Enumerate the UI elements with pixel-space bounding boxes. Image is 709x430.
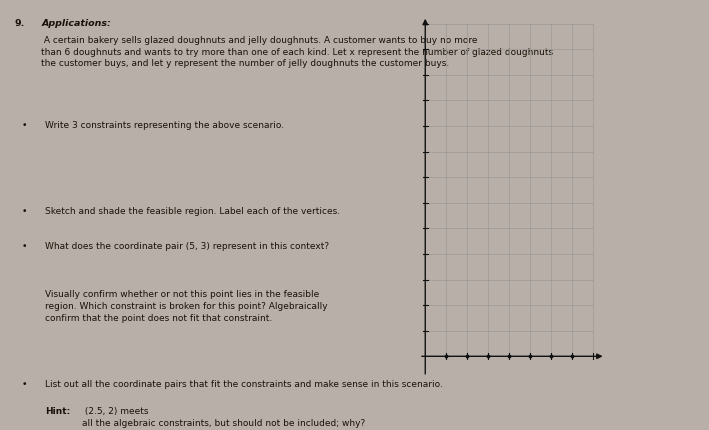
Text: What does the coordinate pair (5, 3) represent in this context?: What does the coordinate pair (5, 3) rep… [45,242,330,251]
Text: (2.5, 2) meets
all the algebraic constraints, but should not be included; why?: (2.5, 2) meets all the algebraic constra… [82,407,366,428]
Text: Sketch and shade the feasible region. Label each of the vertices.: Sketch and shade the feasible region. La… [45,207,340,216]
Text: •: • [22,380,28,389]
Text: Write 3 constraints representing the above scenario.: Write 3 constraints representing the abo… [45,121,284,130]
Text: 9.: 9. [14,19,25,28]
Text: Visually confirm whether or not this point lies in the feasible
region. Which co: Visually confirm whether or not this poi… [45,290,328,323]
Text: List out all the coordinate pairs that fit the constraints and make sense in thi: List out all the coordinate pairs that f… [45,380,443,389]
Text: •: • [22,242,28,251]
Text: Hint:: Hint: [45,407,71,416]
Text: A certain bakery sells glazed doughnuts and jelly doughnuts. A customer wants to: A certain bakery sells glazed doughnuts … [41,36,554,68]
Text: Applications:: Applications: [41,19,111,28]
Text: •: • [22,207,28,216]
Text: •: • [22,121,28,130]
